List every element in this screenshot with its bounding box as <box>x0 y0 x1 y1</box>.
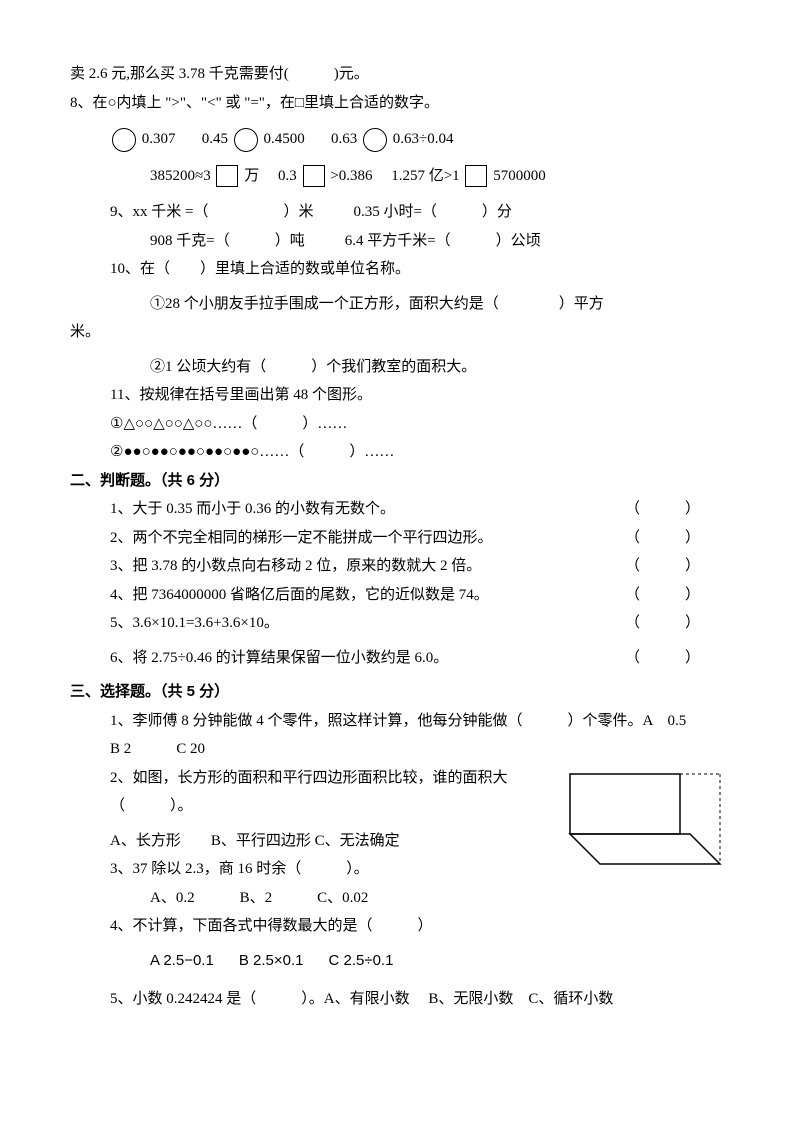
q8-b2a: 0.3 <box>278 168 297 184</box>
judge-paren: （ ） <box>625 609 700 638</box>
circle-icon <box>112 128 136 152</box>
q8-b1a: 385200≈3 <box>150 168 211 184</box>
q11-l1: ①△○○△○○△○○……（ ）…… <box>70 410 730 439</box>
q11-stem: 11、按规律在括号里画出第 48 个图形。 <box>70 381 730 410</box>
judge-paren: （ ） <box>625 552 700 581</box>
s3-q1: 1、李师傅 8 分钟能做 4 个零件，照这样计算，他每分钟能做（ ）个零件。A … <box>70 707 730 764</box>
q9-a1: 9、xx 千米 =（ ）米 <box>110 198 313 227</box>
q7-line: 卖 2.6 元,那么买 3.78 千克需要付( )元。 <box>70 60 730 89</box>
q10-p2: ②1 公顷大约有（ ）个我们教室的面积大。 <box>70 353 730 382</box>
s3-q2: 2、如图，长方形的面积和平行四边形面积比较，谁的面积大（ ）。 <box>70 764 560 821</box>
s3-q4opts: A 2.5−0.1 B 2.5×0.1 C 2.5÷0.1 <box>70 947 730 976</box>
q8-a5: 0.63÷0.04 <box>393 131 454 147</box>
opt-c: C 2.5÷0.1 <box>328 952 393 969</box>
q8-a2: 0.45 <box>202 131 228 147</box>
judge-1: 1、大于 0.35 而小于 0.36 的小数有无数个。 （ ） <box>70 495 730 524</box>
s3-q4: 4、不计算，下面各式中得数最大的是（ ） <box>70 912 730 941</box>
circle-icon <box>234 128 258 152</box>
s3-q5: 5、小数 0.242424 是（ ）。A、有限小数 B、无限小数 C、循环小数 <box>70 985 730 1014</box>
q10-p1a: ①28 个小朋友手拉手围成一个正方形，面积大约是（ ）平方 <box>70 290 730 319</box>
section2-title: 二、判断题。（共 6 分） <box>70 467 730 496</box>
q9-a2: 0.35 小时=（ ）分 <box>353 198 511 227</box>
q8-b3a: 1.257 亿>1 <box>391 168 459 184</box>
circle-icon <box>363 128 387 152</box>
section3-title: 三、选择题。（共 5 分） <box>70 678 730 707</box>
q11-l2: ②●●○●●○●●○●●○●●○……（ ）…… <box>70 438 730 467</box>
q8-stem: 8、在○内填上 ">"、"<" 或 "="，在□里填上合适的数字。 <box>70 89 730 118</box>
judge-6: 6、将 2.75÷0.46 的计算结果保留一位小数约是 6.0。 （ ） <box>70 644 730 673</box>
opt-b: B 2.5×0.1 <box>239 952 304 969</box>
q9-b2: 6.4 平方千米=（ ）公顷 <box>345 227 541 256</box>
square-icon <box>216 165 238 187</box>
judge-2: 2、两个不完全相同的梯形一定不能拼成一个平行四边形。 （ ） <box>70 524 730 553</box>
q8-a3: 0.4500 <box>264 131 305 147</box>
square-icon <box>303 165 325 187</box>
s3-q2opts: A、长方形 B、平行四边形 C、无法确定 <box>70 827 560 856</box>
q8-b1b: 万 <box>244 168 259 184</box>
q9-row1: 9、xx 千米 =（ ）米 0.35 小时=（ ）分 <box>70 198 730 227</box>
judge-text: 5、3.6×10.1=3.6+3.6×10。 <box>110 609 279 638</box>
judge-text: 2、两个不完全相同的梯形一定不能拼成一个平行四边形。 <box>110 524 493 553</box>
opt-a: A 2.5−0.1 <box>150 952 214 969</box>
q9-b1: 908 千克=（ ）吨 <box>150 227 305 256</box>
judge-paren: （ ） <box>625 581 700 610</box>
judge-text: 4、把 7364000000 省略亿后面的尾数，它的近似数是 74。 <box>110 581 489 610</box>
judge-text: 1、大于 0.35 而小于 0.36 的小数有无数个。 <box>110 495 395 524</box>
judge-paren: （ ） <box>625 524 700 553</box>
q8-a1: 0.307 <box>142 131 176 147</box>
s3-q3: 3、37 除以 2.3，商 16 时余（ ）。 <box>70 855 560 884</box>
judge-paren: （ ） <box>625 495 700 524</box>
q8-row1: 0.307 0.45 0.4500 0.63 0.63÷0.04 <box>70 125 730 154</box>
square-icon <box>465 165 487 187</box>
judge-3: 3、把 3.78 的小数点向右移动 2 位，原来的数就大 2 倍。 （ ） <box>70 552 730 581</box>
rect-parallelogram-diagram <box>560 764 730 874</box>
q9-row2: 908 千克=（ ）吨 6.4 平方千米=（ ）公顷 <box>70 227 730 256</box>
q10-p1b: 米。 <box>70 318 730 347</box>
q8-row2: 385200≈3 万 0.3 >0.386 1.257 亿>1 5700000 <box>70 162 730 191</box>
q8-b3b: 5700000 <box>493 168 546 184</box>
judge-text: 3、把 3.78 的小数点向右移动 2 位，原来的数就大 2 倍。 <box>110 552 481 581</box>
q8-a4: 0.63 <box>331 131 357 147</box>
judge-5: 5、3.6×10.1=3.6+3.6×10。 （ ） <box>70 609 730 638</box>
judge-4: 4、把 7364000000 省略亿后面的尾数，它的近似数是 74。 （ ） <box>70 581 730 610</box>
judge-text: 6、将 2.75÷0.46 的计算结果保留一位小数约是 6.0。 <box>110 644 448 673</box>
q8-b2b: >0.386 <box>330 168 372 184</box>
q10-stem: 10、在（ ）里填上合适的数或单位名称。 <box>70 255 730 284</box>
s3-q3opts: A、0.2 B、2 C、0.02 <box>70 884 560 913</box>
judge-paren: （ ） <box>625 644 700 673</box>
